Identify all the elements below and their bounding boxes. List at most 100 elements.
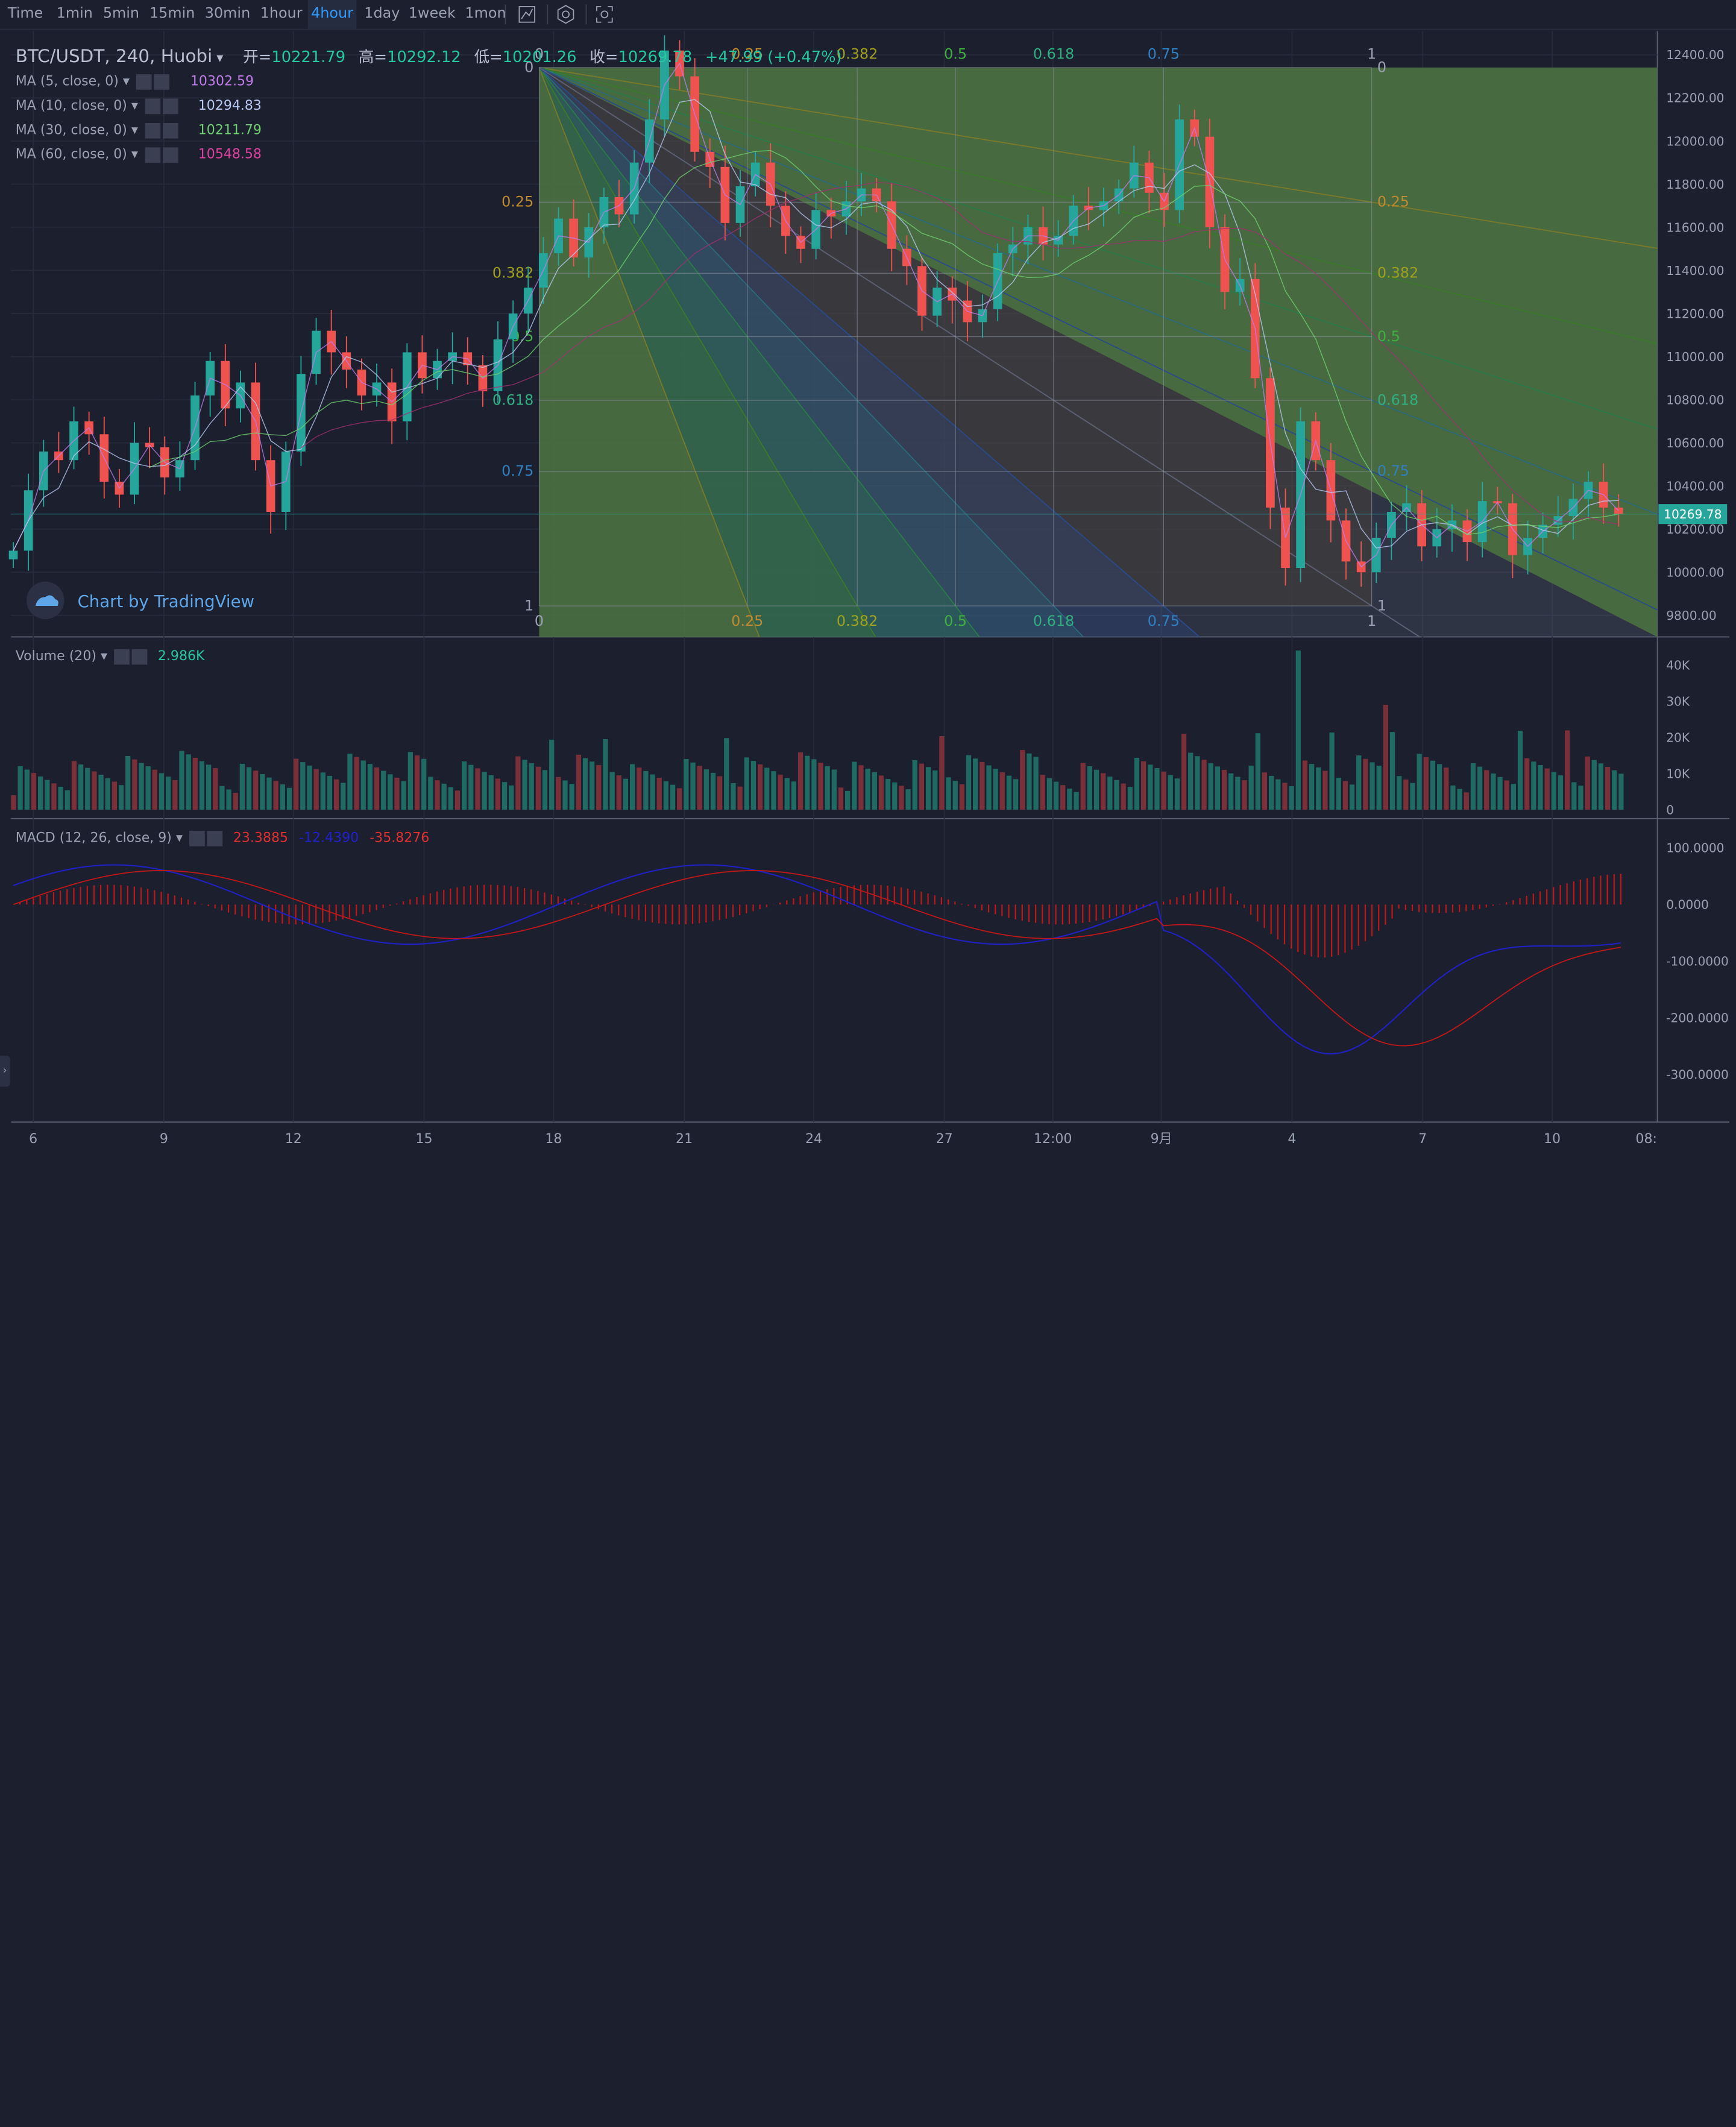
ma-dropdown-icon[interactable]: ▾ bbox=[131, 97, 138, 113]
price-axis-label: 12400.00 bbox=[1666, 48, 1724, 62]
macd-hist-value: 23.3885 bbox=[233, 830, 289, 845]
gear-icon[interactable] bbox=[144, 98, 160, 114]
volume-bar bbox=[677, 788, 682, 810]
ma-dropdown-icon[interactable]: ▾ bbox=[131, 146, 138, 162]
volume-bar bbox=[852, 761, 857, 810]
volume-bar bbox=[1571, 782, 1577, 810]
volume-bar bbox=[58, 786, 63, 810]
ma-dropdown-icon[interactable]: ▾ bbox=[131, 122, 138, 137]
settings-hex-icon[interactable] bbox=[555, 4, 577, 26]
close-icon[interactable] bbox=[162, 122, 178, 138]
ma-label[interactable]: MA (30, close, 0) bbox=[15, 122, 127, 137]
symbol-dropdown-icon[interactable]: ▾ bbox=[216, 49, 224, 66]
volume-axis-label: 30K bbox=[1666, 694, 1690, 708]
volume-bar bbox=[1370, 762, 1375, 810]
interval-1day[interactable]: 1day bbox=[364, 5, 400, 22]
low-value: 10201.26 bbox=[502, 48, 577, 67]
fib-fan-ray bbox=[539, 67, 1658, 515]
moving-average-line bbox=[149, 150, 1619, 535]
ma-value: 10548.58 bbox=[198, 146, 262, 162]
interval-1hour[interactable]: 1hour bbox=[260, 5, 303, 22]
volume-bar bbox=[1356, 755, 1362, 810]
close-icon[interactable] bbox=[154, 74, 169, 89]
volume-bar bbox=[105, 778, 110, 810]
ma-label[interactable]: MA (10, close, 0) bbox=[15, 97, 127, 113]
ma-label[interactable]: MA (5, close, 0) bbox=[15, 73, 119, 89]
close-icon[interactable] bbox=[162, 98, 178, 114]
close-icon[interactable] bbox=[207, 830, 222, 846]
volume-bar bbox=[757, 764, 763, 810]
volume-bar bbox=[1074, 792, 1079, 810]
interval-30min[interactable]: 30min bbox=[204, 5, 251, 22]
interval-time[interactable]: Time bbox=[7, 5, 43, 22]
volume-bar bbox=[562, 780, 568, 810]
interval-4hour[interactable]: 4hour bbox=[307, 0, 357, 29]
chart-canvas[interactable]: 0 0000.25 0.250.250.250.382 0.3820.3820.382… bbox=[0, 29, 1736, 1186]
volume-bar bbox=[1289, 786, 1294, 810]
volume-bar bbox=[1450, 785, 1456, 810]
volume-bar bbox=[307, 765, 312, 810]
volume-bar bbox=[703, 769, 709, 810]
macd-label[interactable]: MACD (12, 26, close, 9) bbox=[15, 830, 172, 845]
volume-bar bbox=[1006, 775, 1012, 810]
volume-bar bbox=[623, 778, 629, 810]
gear-icon[interactable] bbox=[189, 830, 205, 846]
volume-bar bbox=[966, 755, 972, 810]
volume-bar bbox=[333, 779, 339, 810]
volume-bar bbox=[710, 772, 716, 810]
volume-bar bbox=[118, 785, 124, 810]
price-axis-label: 11800.00 bbox=[1666, 177, 1724, 192]
symbol-title[interactable]: BTC/USDT, 240, Huobi bbox=[15, 45, 213, 67]
top-toolbar: Time 1min 5min 15min 30min 1hour 4hour 1day 1wee… bbox=[0, 0, 1736, 30]
volume-bar bbox=[374, 767, 380, 810]
time-axis-label: 10 bbox=[1544, 1132, 1561, 1147]
volume-bar bbox=[38, 776, 43, 810]
interval-1mon[interactable]: 1mon bbox=[465, 5, 506, 22]
volume-bar bbox=[1551, 772, 1556, 810]
screenshot-icon[interactable] bbox=[593, 4, 615, 26]
change-value: +47.99 (+0.47%) bbox=[705, 48, 842, 67]
gear-icon[interactable] bbox=[136, 74, 152, 89]
gear-icon[interactable] bbox=[144, 122, 160, 138]
fib-fan-zone bbox=[539, 68, 1658, 637]
close-icon[interactable] bbox=[131, 648, 147, 664]
volume-bar bbox=[959, 784, 964, 810]
volume-bar bbox=[1221, 770, 1227, 810]
fib-label-left: 0.618 bbox=[492, 391, 533, 408]
volume-bar bbox=[1215, 766, 1221, 810]
gear-icon[interactable] bbox=[144, 147, 160, 163]
tradingview-branding[interactable]: Chart by TradingView bbox=[77, 591, 255, 612]
tradingview-logo-icon[interactable] bbox=[27, 581, 64, 620]
volume-bar bbox=[1101, 773, 1106, 810]
volume-bar bbox=[71, 761, 77, 810]
close-icon[interactable] bbox=[162, 147, 178, 163]
ma-label[interactable]: MA (60, close, 0) bbox=[15, 146, 127, 162]
volume-bar bbox=[51, 783, 57, 810]
price-axis-label: 12200.00 bbox=[1666, 91, 1724, 106]
macd-dropdown-icon[interactable]: ▾ bbox=[175, 830, 183, 845]
volume-bar bbox=[1201, 759, 1207, 810]
fib-label-top: 0.75 bbox=[1148, 45, 1180, 62]
ma-dropdown-icon[interactable]: ▾ bbox=[122, 73, 130, 89]
interval-5min[interactable]: 5min bbox=[102, 5, 140, 22]
volume-bar bbox=[1107, 777, 1113, 810]
interval-1min[interactable]: 1min bbox=[56, 5, 93, 22]
volume-label[interactable]: Volume (20) bbox=[15, 648, 96, 664]
gear-icon[interactable] bbox=[113, 648, 130, 664]
volume-bar bbox=[919, 763, 925, 810]
volume-bar bbox=[482, 772, 487, 810]
side-panel-toggle-icon[interactable]: › bbox=[0, 1055, 10, 1087]
volume-bar bbox=[239, 763, 245, 810]
ma-legend-3: MA (60, close, 0) ▾ 10548.58 bbox=[15, 146, 262, 163]
interval-1week[interactable]: 1week bbox=[408, 5, 456, 22]
chart-type-icon[interactable] bbox=[516, 4, 538, 26]
volume-bar bbox=[952, 781, 958, 810]
volume-bar bbox=[172, 780, 178, 810]
high-value: 10292.12 bbox=[387, 48, 461, 67]
volume-bar bbox=[1148, 764, 1153, 810]
interval-15min[interactable]: 15min bbox=[149, 5, 195, 22]
fib-fan-ray bbox=[538, 67, 1420, 638]
symbol-legend: BTC/USDT, 240, Huobi ▾ 开=10221.79 高=1029… bbox=[16, 45, 842, 68]
volume-dropdown-icon[interactable]: ▾ bbox=[100, 648, 108, 664]
